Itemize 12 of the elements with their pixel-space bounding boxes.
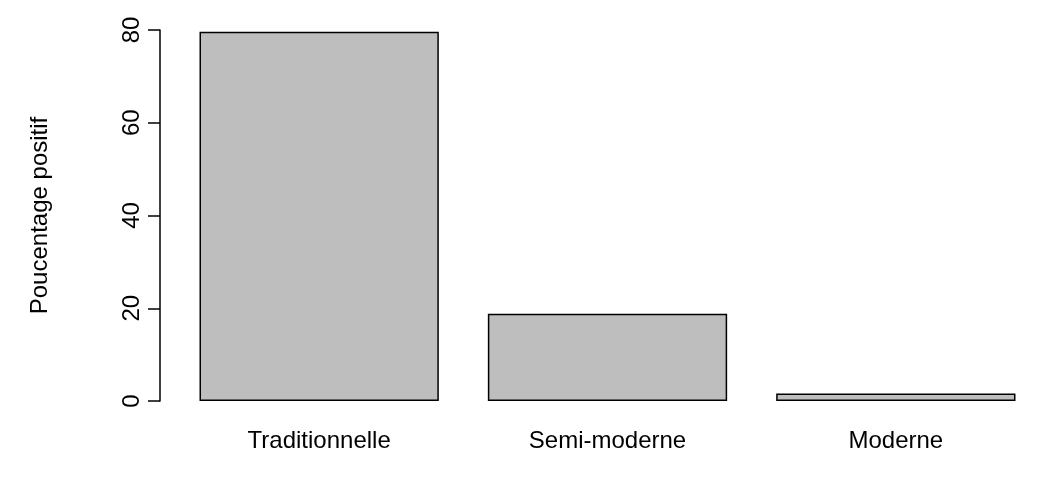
y-tick-label: 20	[116, 294, 144, 322]
y-tick-label: 0	[116, 394, 144, 408]
x-tick-label: Semi-moderne	[528, 425, 687, 453]
y-tick-label: 80	[116, 16, 144, 44]
bar	[487, 313, 728, 401]
bar	[199, 31, 439, 401]
y-axis-title: Poucentage positif	[24, 116, 52, 315]
x-tick-label: Moderne	[848, 425, 944, 453]
y-tick-label: 40	[116, 202, 144, 229]
x-tick-label: Traditionnelle	[247, 425, 391, 453]
y-tick-label: 60	[116, 109, 144, 137]
bar	[776, 393, 1016, 401]
